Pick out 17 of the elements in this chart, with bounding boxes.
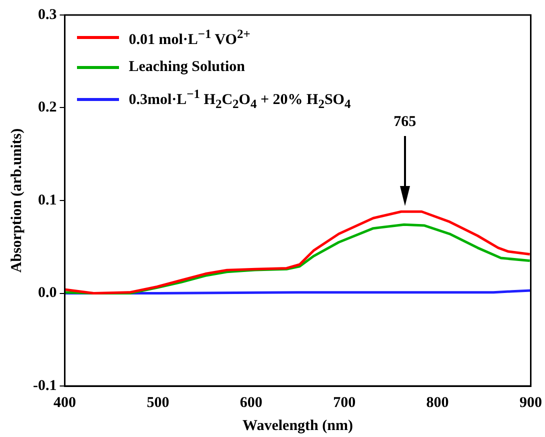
y-tick-label: 0.0 [38, 285, 57, 302]
y-tick-label: 0.2 [38, 100, 57, 116]
x-tick-label: 600 [240, 394, 262, 411]
y-tick-label: -0.1 [32, 378, 57, 394]
x-tick-label: 500 [146, 394, 170, 411]
text: 0.3mol·L$^{−1}$ H$_{2}$C$_{2}$O$_{4}$ + 20% H$_{2}$SO$_{4}$ [128, 87, 351, 111]
x-tick-label: 800 [426, 394, 449, 411]
annotation: 765 [394, 114, 416, 130]
legend-label: 0.01 mol·L$^{−1}$ VO$^{2+}$ [128, 26, 250, 50]
y-tick-label: 0.1 [38, 192, 57, 208]
x-axis-title: Wavelength (nm) [242, 418, 353, 434]
y-tick-label: 0.3 [38, 6, 57, 23]
x-tick-label: 700 [333, 394, 356, 411]
y-axis-title: Absorption (arb.units) [8, 128, 25, 273]
legend-label: Leaching Solution [128, 58, 246, 77]
x-tick-label: 900 [520, 394, 542, 411]
x-tick-label: 400 [53, 394, 76, 411]
